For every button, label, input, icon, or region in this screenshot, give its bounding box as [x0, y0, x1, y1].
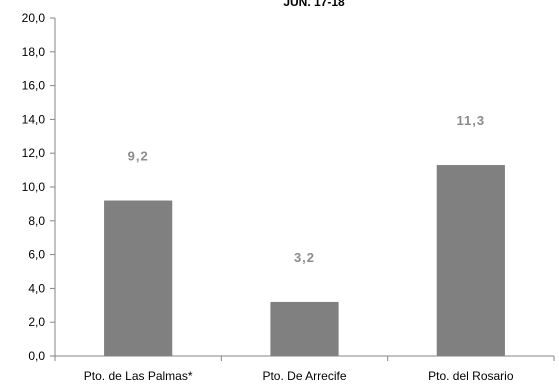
y-tick-label: 0,0	[28, 349, 45, 363]
y-tick-label: 12,0	[22, 146, 46, 160]
y-tick-label: 14,0	[22, 112, 46, 126]
bar	[436, 165, 505, 356]
data-label: 9,2	[128, 149, 149, 164]
bar	[270, 301, 339, 356]
y-tick-label: 16,0	[22, 79, 46, 93]
y-tick-label: 18,0	[22, 45, 46, 59]
y-tick-label: 10,0	[22, 180, 46, 194]
y-tick-label: 8,0	[28, 214, 45, 228]
y-tick-label: 6,0	[28, 248, 45, 262]
y-tick-label: 4,0	[28, 281, 45, 295]
data-label: 11,3	[457, 113, 486, 128]
data-label: 3,2	[294, 250, 315, 265]
y-tick-label: 2,0	[28, 315, 45, 329]
bar	[104, 200, 173, 356]
x-category-label: Pto. de Las Palmas*	[84, 369, 193, 383]
x-category-label: Pto. De Arrecife	[262, 369, 346, 383]
axes: 0,0 2,0 4,0 6,0 8,0 10,0 12,0 14,0 16,0 18,0 20,0 P…	[22, 11, 555, 383]
y-tick-label: 20,0	[22, 11, 46, 25]
x-category-label: Pto. del Rosario	[428, 369, 514, 383]
bars: 9,2 3,2 11,3	[104, 113, 505, 356]
chart-title: JUN. 17-18	[283, 0, 345, 9]
